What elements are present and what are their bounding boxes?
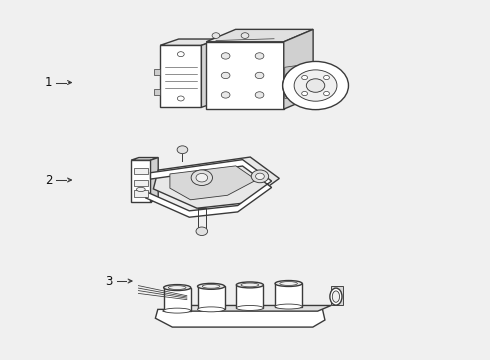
Circle shape xyxy=(255,92,264,98)
Ellipse shape xyxy=(241,283,259,287)
Ellipse shape xyxy=(202,284,220,288)
Circle shape xyxy=(177,52,184,57)
Polygon shape xyxy=(285,85,311,99)
Ellipse shape xyxy=(275,280,302,287)
Polygon shape xyxy=(275,283,302,306)
Ellipse shape xyxy=(275,304,302,309)
Polygon shape xyxy=(153,157,279,208)
Circle shape xyxy=(255,53,264,59)
Ellipse shape xyxy=(164,308,191,313)
Ellipse shape xyxy=(330,288,342,305)
Circle shape xyxy=(212,33,220,39)
Circle shape xyxy=(177,146,188,154)
Ellipse shape xyxy=(169,286,186,289)
Ellipse shape xyxy=(137,187,145,192)
Polygon shape xyxy=(160,45,201,107)
Circle shape xyxy=(191,170,213,185)
Polygon shape xyxy=(154,89,160,95)
Polygon shape xyxy=(131,158,158,160)
Polygon shape xyxy=(284,30,313,109)
Circle shape xyxy=(196,227,208,235)
Circle shape xyxy=(283,62,348,110)
Ellipse shape xyxy=(280,282,297,285)
Polygon shape xyxy=(236,285,264,308)
Circle shape xyxy=(221,92,230,98)
Circle shape xyxy=(323,91,329,96)
Circle shape xyxy=(221,72,230,78)
Polygon shape xyxy=(201,39,220,107)
Text: 3: 3 xyxy=(106,275,113,288)
Ellipse shape xyxy=(332,291,340,302)
Polygon shape xyxy=(163,306,331,311)
Circle shape xyxy=(241,33,249,39)
Ellipse shape xyxy=(197,283,224,289)
Polygon shape xyxy=(146,159,271,217)
Circle shape xyxy=(256,173,264,180)
Polygon shape xyxy=(164,288,191,311)
Polygon shape xyxy=(134,190,148,197)
Text: 2: 2 xyxy=(45,174,52,186)
Circle shape xyxy=(302,91,308,96)
Circle shape xyxy=(196,174,208,182)
Polygon shape xyxy=(134,180,148,186)
Polygon shape xyxy=(170,166,256,200)
Ellipse shape xyxy=(197,307,224,312)
Polygon shape xyxy=(331,286,343,306)
Polygon shape xyxy=(155,309,325,327)
Circle shape xyxy=(294,70,337,101)
Ellipse shape xyxy=(236,282,264,288)
Polygon shape xyxy=(131,160,150,202)
Polygon shape xyxy=(285,64,311,77)
Circle shape xyxy=(323,75,329,80)
Ellipse shape xyxy=(236,306,264,310)
Polygon shape xyxy=(134,168,148,174)
Polygon shape xyxy=(150,158,158,202)
Circle shape xyxy=(177,96,184,101)
Circle shape xyxy=(251,170,269,183)
Ellipse shape xyxy=(164,285,191,291)
Circle shape xyxy=(255,72,264,78)
Polygon shape xyxy=(154,69,160,76)
Polygon shape xyxy=(206,30,313,42)
Polygon shape xyxy=(206,42,284,109)
Circle shape xyxy=(302,75,308,80)
Text: 1: 1 xyxy=(45,76,52,89)
Polygon shape xyxy=(197,286,224,309)
Circle shape xyxy=(306,79,325,92)
Polygon shape xyxy=(160,39,220,45)
Circle shape xyxy=(221,53,230,59)
